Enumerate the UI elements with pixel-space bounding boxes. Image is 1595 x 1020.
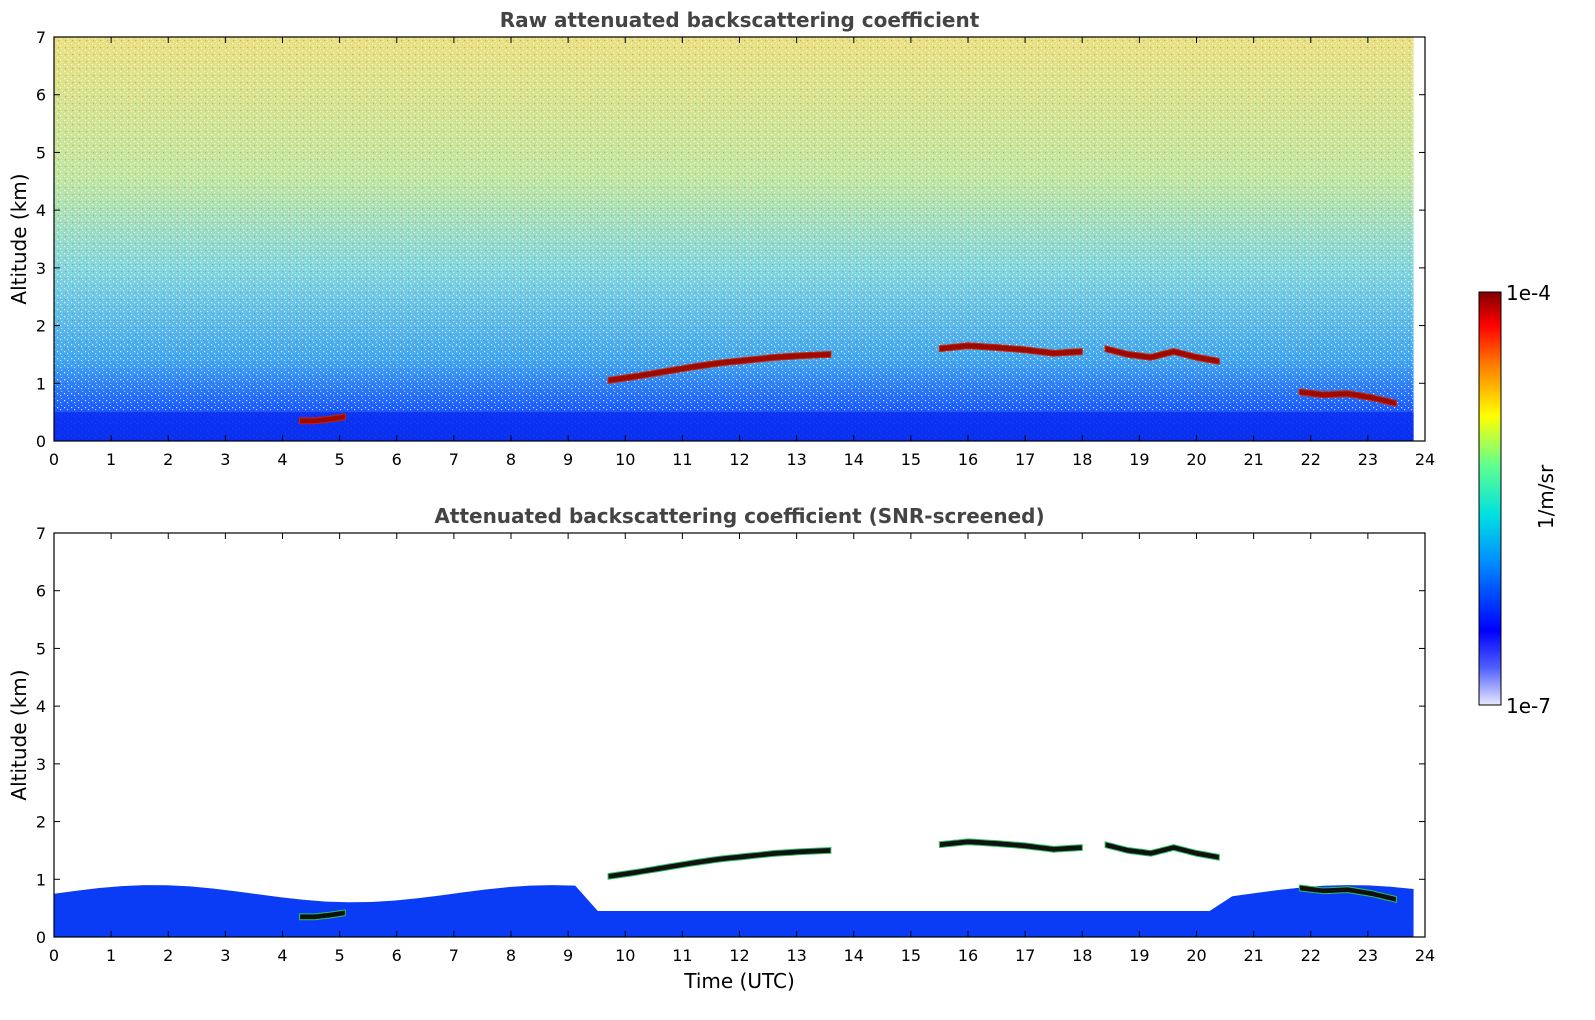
x-tick-label: 12 (729, 946, 749, 965)
y-tick-label: 7 (36, 28, 46, 47)
cloud-layer (938, 342, 1083, 357)
x-tick-label: 23 (1358, 946, 1378, 965)
x-tick-label: 16 (958, 450, 978, 469)
heatmap-area (54, 838, 1414, 937)
y-tick-label: 5 (36, 143, 46, 162)
x-tick-label: 16 (958, 946, 978, 965)
x-tick-label: 3 (220, 946, 230, 965)
x-tick-label: 15 (901, 450, 921, 469)
x-tick-label: 24 (1415, 946, 1435, 965)
x-tick-label: 18 (1072, 946, 1092, 965)
cloud-layer (1298, 388, 1397, 408)
y-tick-label: 4 (36, 697, 46, 716)
x-axis-label: Time (UTC) (683, 969, 795, 993)
y-tick-label: 3 (36, 755, 46, 774)
x-tick-label: 4 (277, 450, 287, 469)
x-tick-label: 20 (1186, 946, 1206, 965)
cloud-layer (299, 909, 346, 921)
x-tick-label: 1 (106, 946, 116, 965)
snr-screened-panel: Attenuated backscattering coefficient (S… (7, 504, 1435, 993)
axis-ticks: 0 1 2 3 4 5 6 7 8 9 10 11 12 13 14 15 16 17 18 19 20 21 22 23 24… (36, 28, 1435, 469)
boundary-layer (54, 885, 1414, 937)
x-tick-label: 24 (1415, 450, 1435, 469)
colorbar-min-label: 1e-7 (1506, 694, 1551, 718)
x-tick-label: 9 (563, 450, 573, 469)
x-tick-label: 17 (1015, 946, 1035, 965)
y-tick-label: 4 (36, 201, 46, 220)
cloud-layer (1104, 841, 1220, 861)
panel-title: Raw attenuated backscattering coefficien… (500, 8, 980, 32)
x-tick-label: 21 (1243, 450, 1263, 469)
x-tick-label: 1 (106, 450, 116, 469)
x-tick-label: 4 (277, 946, 287, 965)
colorbar-unit-label: 1/m/sr (1534, 464, 1558, 529)
x-tick-label: 23 (1358, 450, 1378, 469)
panel-title: Attenuated backscattering coefficient (S… (434, 504, 1044, 528)
x-tick-label: 5 (335, 946, 345, 965)
x-tick-label: 15 (901, 946, 921, 965)
colorbar-gradient (1478, 291, 1502, 706)
axis-ticks: 0 1 2 3 4 5 6 7 8 9 10 11 12 13 14 15 16 17 18 19 20 21 22 23 24… (36, 524, 1435, 965)
cloud-layer (938, 838, 1083, 853)
y-tick-label: 7 (36, 524, 46, 543)
x-tick-label: 14 (844, 450, 864, 469)
x-tick-label: 13 (786, 946, 806, 965)
y-tick-label: 2 (36, 813, 46, 832)
y-tick-label: 0 (36, 928, 46, 947)
x-tick-label: 11 (672, 450, 692, 469)
x-tick-label: 18 (1072, 450, 1092, 469)
x-tick-label: 20 (1186, 450, 1206, 469)
boundary-layer (54, 412, 1414, 441)
x-tick-label: 21 (1243, 946, 1263, 965)
x-tick-label: 22 (1301, 946, 1321, 965)
x-tick-label: 17 (1015, 450, 1035, 469)
cloud-layer (1298, 884, 1397, 904)
y-tick-label: 1 (36, 374, 46, 393)
cloud-layer (299, 413, 346, 425)
x-tick-label: 14 (844, 946, 864, 965)
x-tick-label: 7 (449, 946, 459, 965)
cloud-layer (607, 350, 832, 384)
colorbar: 1e-4 1e-7 1/m/sr (1478, 281, 1558, 718)
cloud-layer (1104, 345, 1220, 365)
x-tick-label: 2 (163, 946, 173, 965)
x-tick-label: 0 (49, 450, 59, 469)
y-axis-label: Altitude (km) (7, 669, 31, 800)
x-tick-label: 0 (49, 946, 59, 965)
y-tick-label: 6 (36, 582, 46, 601)
x-tick-label: 7 (449, 450, 459, 469)
x-tick-label: 6 (392, 450, 402, 469)
x-tick-label: 12 (729, 450, 749, 469)
x-tick-label: 3 (220, 450, 230, 469)
y-tick-label: 6 (36, 86, 46, 105)
x-tick-label: 8 (506, 946, 516, 965)
x-tick-label: 19 (1129, 450, 1149, 469)
y-tick-label: 2 (36, 317, 46, 336)
x-tick-label: 8 (506, 450, 516, 469)
x-tick-label: 10 (615, 450, 635, 469)
colorbar-max-label: 1e-4 (1506, 281, 1551, 305)
x-tick-label: 10 (615, 946, 635, 965)
x-tick-label: 19 (1129, 946, 1149, 965)
x-tick-label: 13 (786, 450, 806, 469)
noise-speckle (54, 37, 1414, 441)
plot-frame (53, 532, 1426, 938)
y-tick-label: 1 (36, 870, 46, 889)
y-tick-label: 5 (36, 639, 46, 658)
y-axis-label: Altitude (km) (7, 173, 31, 304)
cloud-layer (607, 846, 832, 880)
x-tick-label: 11 (672, 946, 692, 965)
x-tick-label: 22 (1301, 450, 1321, 469)
x-tick-label: 9 (563, 946, 573, 965)
y-tick-label: 0 (36, 432, 46, 451)
x-tick-label: 2 (163, 450, 173, 469)
raw-backscatter-panel: Raw attenuated backscattering coefficien… (7, 8, 1435, 469)
heatmap-area (54, 37, 1414, 441)
y-tick-label: 3 (36, 259, 46, 278)
x-tick-label: 5 (335, 450, 345, 469)
x-tick-label: 6 (392, 946, 402, 965)
